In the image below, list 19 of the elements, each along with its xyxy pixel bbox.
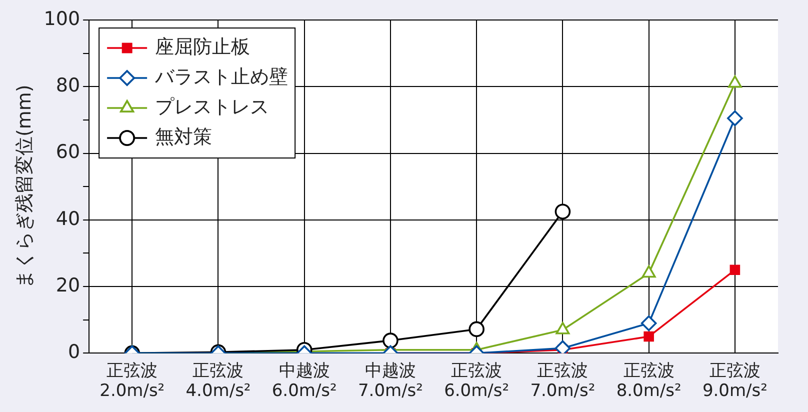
x-tick-label: 正弦波 4.0m/s² (186, 360, 251, 402)
legend-label: 無対策 (155, 126, 212, 148)
y-axis-title: まくらぎ残留変位(mm) (13, 84, 36, 289)
x-tick-label: 正弦波 2.0m/s² (100, 360, 165, 402)
legend-label: プレストレス (155, 96, 270, 118)
y-tick-label: 80 (56, 74, 80, 97)
x-tick-label: 中越波 6.0m/s² (272, 360, 337, 402)
y-tick-label: 100 (44, 8, 80, 30)
x-tick-label: 正弦波 6.0m/s² (444, 360, 510, 402)
legend-label: 座屈防止板 (155, 36, 250, 58)
x-tick-label: 正弦波 8.0m/s² (616, 360, 682, 402)
y-tick-label: 0 (68, 341, 80, 364)
y-tick-label: 60 (56, 141, 80, 164)
x-tick-label: 正弦波 9.0m/s² (702, 360, 768, 402)
x-tick-label: 中越波 7.0m/s² (358, 360, 423, 402)
x-tick-label: 正弦波 7.0m/s² (530, 360, 596, 402)
y-tick-label: 40 (56, 208, 80, 230)
y-tick-label: 20 (56, 274, 80, 296)
legend-label: バラスト止め壁 (154, 66, 288, 88)
